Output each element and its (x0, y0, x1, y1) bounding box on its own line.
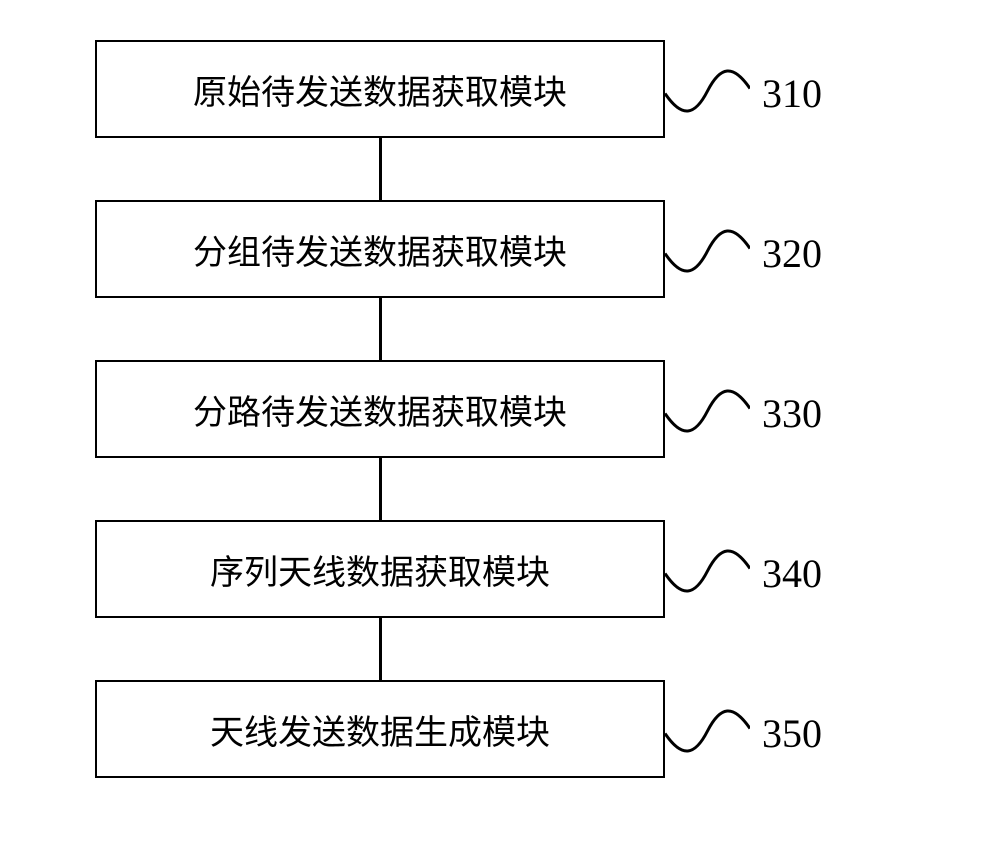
reference-curve-icon (665, 66, 750, 116)
node-label: 分组待发送数据获取模块 (193, 225, 567, 274)
reference-label: 320 (762, 230, 822, 277)
connector-line (379, 138, 382, 200)
flowchart-node-n330: 分路待发送数据获取模块 (95, 360, 665, 458)
flowchart-diagram: 原始待发送数据获取模块分组待发送数据获取模块分路待发送数据获取模块序列天线数据获… (0, 0, 1000, 850)
node-label: 天线发送数据生成模块 (210, 705, 550, 754)
flowchart-node-n340: 序列天线数据获取模块 (95, 520, 665, 618)
reference-curve-icon (665, 386, 750, 436)
reference-curve-icon (665, 706, 750, 756)
flowchart-node-n320: 分组待发送数据获取模块 (95, 200, 665, 298)
node-label: 原始待发送数据获取模块 (193, 65, 567, 114)
connector-line (379, 618, 382, 680)
connector-line (379, 298, 382, 360)
node-label: 分路待发送数据获取模块 (193, 385, 567, 434)
reference-curve-icon (665, 226, 750, 276)
node-label: 序列天线数据获取模块 (210, 545, 550, 594)
reference-label: 310 (762, 70, 822, 117)
flowchart-node-n350: 天线发送数据生成模块 (95, 680, 665, 778)
reference-label: 350 (762, 710, 822, 757)
reference-curve-icon (665, 546, 750, 596)
connector-line (379, 458, 382, 520)
reference-label: 330 (762, 390, 822, 437)
reference-label: 340 (762, 550, 822, 597)
flowchart-node-n310: 原始待发送数据获取模块 (95, 40, 665, 138)
